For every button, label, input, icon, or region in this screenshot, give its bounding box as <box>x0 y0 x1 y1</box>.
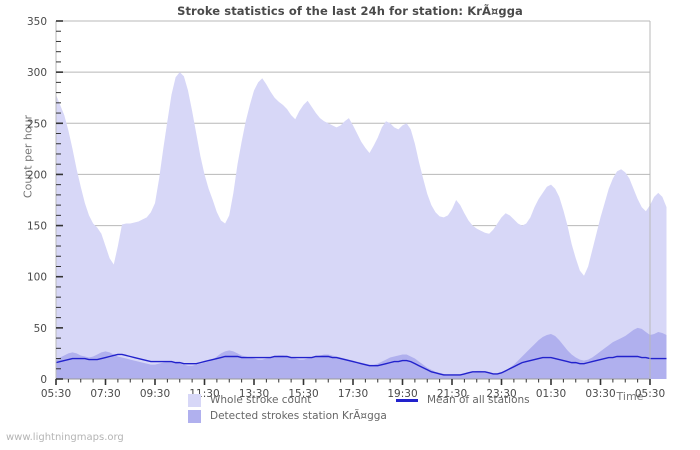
legend-swatch-detected <box>188 409 201 423</box>
legend-item-whole: Whole stroke count <box>188 392 311 408</box>
x-axis-label: Time <box>616 390 644 403</box>
chart-legend: Whole stroke count Detected strokes stat… <box>0 392 700 426</box>
svg-text:13:30: 13:30 <box>239 388 269 400</box>
svg-text:0: 0 <box>40 374 47 386</box>
legend-label-mean: Mean of all stations <box>427 394 530 406</box>
legend-label-whole: Whole stroke count <box>210 394 312 406</box>
svg-text:19:30: 19:30 <box>387 388 417 400</box>
footer-attribution: www.lightningmaps.org <box>6 432 124 443</box>
page-title: Stroke statistics of the last 24h for st… <box>177 4 523 18</box>
svg-text:21:30: 21:30 <box>437 388 467 400</box>
svg-text:100: 100 <box>27 272 47 284</box>
svg-text:250: 250 <box>27 118 47 130</box>
svg-text:150: 150 <box>27 221 47 233</box>
legend-item-detected: Detected strokes station KrÃ¤gga <box>188 408 387 424</box>
svg-text:350: 350 <box>27 16 47 28</box>
legend-swatch-mean <box>396 398 418 402</box>
svg-text:05:30: 05:30 <box>41 388 71 400</box>
svg-text:03:30: 03:30 <box>585 388 615 400</box>
svg-text:50: 50 <box>34 323 47 335</box>
svg-text:200: 200 <box>27 169 47 181</box>
svg-text:05:30: 05:30 <box>635 388 665 400</box>
svg-text:15:30: 15:30 <box>288 388 318 400</box>
svg-text:17:30: 17:30 <box>338 388 368 400</box>
legend-item-mean: Mean of all stations <box>396 392 530 408</box>
svg-text:07:30: 07:30 <box>90 388 120 400</box>
svg-text:01:30: 01:30 <box>536 388 566 400</box>
legend-swatch-whole <box>188 393 201 407</box>
svg-text:300: 300 <box>27 67 47 79</box>
svg-text:09:30: 09:30 <box>140 388 170 400</box>
legend-label-detected: Detected strokes station KrÃ¤gga <box>210 410 387 422</box>
svg-text:23:30: 23:30 <box>486 388 516 400</box>
